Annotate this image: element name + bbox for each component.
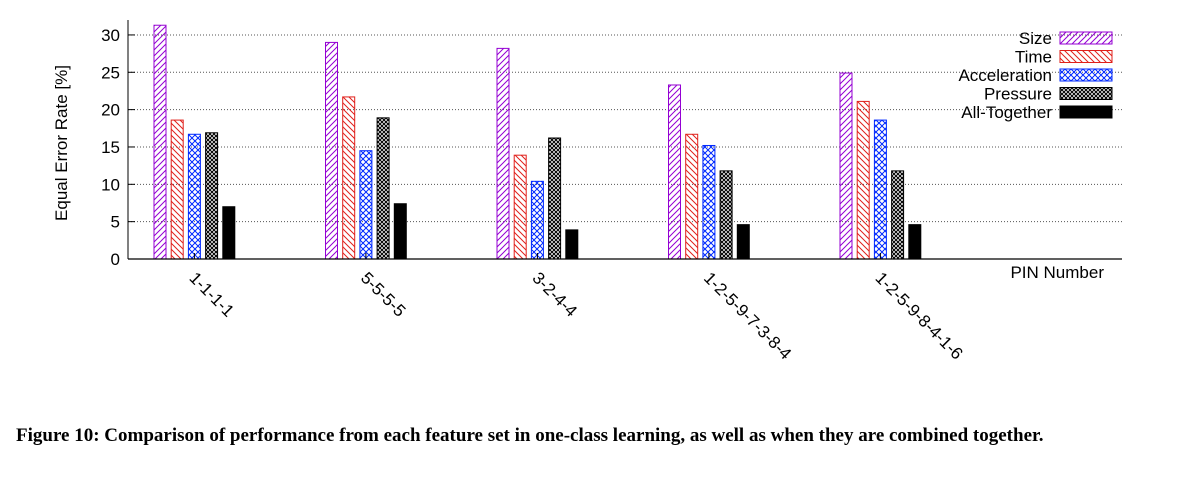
y-tick-label: 0 [111,250,120,269]
y-tick-label: 25 [101,63,120,82]
x-tick-label: 1-2-5-9-8-4-1-6 [872,268,967,363]
bar-time [685,133,699,260]
figure-caption: Figure 10: Comparison of performance fro… [16,425,1044,446]
bar-all-together [908,224,922,260]
bar-pressure [891,170,905,260]
bar-size [496,47,510,260]
legend-label: All-Together [961,103,1052,122]
bar-size [668,84,681,260]
bar-size [153,24,167,260]
y-tick-label: 10 [101,175,120,194]
legend-swatch [1059,50,1113,63]
bar-acceleration [530,180,544,260]
bar-size [839,72,853,260]
x-tick-label: 5-5-5-5 [357,268,409,320]
legend-label: Time [1015,48,1052,67]
legend-label: Pressure [984,85,1052,104]
legend-label: Acceleration [958,66,1052,85]
x-axis-label: PIN Number [1010,263,1104,282]
y-tick-label: 5 [111,213,120,232]
x-tick-label: 1-1-1-1 [186,268,238,320]
legend-swatch [1059,31,1113,45]
bar-acceleration [702,144,716,260]
legend-swatch [1059,105,1113,119]
bar-all-together [222,206,236,260]
y-axis-label: Equal Error Rate [%] [52,65,71,221]
bar-pressure [376,117,390,260]
y-tick-label: 15 [101,138,120,157]
x-tick-label: 3-2-4-4 [529,268,581,320]
bar-chart: 0 5 10 15 20 25 30 1-1-1-1 5-5-5-5 3-2-4-4 1-2-5-9… [52,20,1122,363]
y-tick-label: 30 [101,26,120,45]
legend-label: Size [1019,29,1052,48]
bar-all-together [393,203,407,260]
bar-time [856,100,870,260]
bar-acceleration [359,150,373,260]
legend-swatch [1059,68,1113,82]
bar-pressure [548,137,562,260]
bar-acceleration [873,119,887,260]
bar-time [342,96,356,260]
x-tick-label: 1-2-5-9-7-3-8-4 [700,268,795,363]
bar-size [325,41,338,260]
y-tick-label: 20 [101,101,120,120]
bar-time [513,154,527,260]
gridlines [128,34,1122,223]
bars [153,24,922,260]
bar-acceleration [187,133,201,260]
legend-swatch [1059,87,1113,100]
bar-time [170,119,184,260]
bar-all-together [736,224,750,260]
bar-all-together [565,229,579,260]
bar-pressure [205,132,219,260]
bar-pressure [719,170,733,260]
